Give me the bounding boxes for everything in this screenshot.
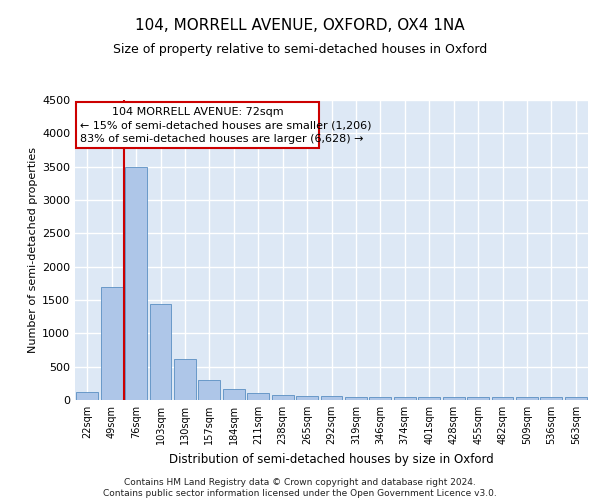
Bar — [101, 286, 122, 400]
Bar — [296, 396, 318, 400]
Bar — [149, 304, 172, 400]
Text: Contains HM Land Registry data © Crown copyright and database right 2024.
Contai: Contains HM Land Registry data © Crown c… — [103, 478, 497, 498]
Bar — [272, 396, 293, 400]
Bar — [223, 389, 245, 400]
Text: 83% of semi-detached houses are larger (6,628) →: 83% of semi-detached houses are larger (… — [80, 134, 364, 144]
Y-axis label: Number of semi-detached properties: Number of semi-detached properties — [28, 147, 38, 353]
Text: ← 15% of semi-detached houses are smaller (1,206): ← 15% of semi-detached houses are smalle… — [80, 120, 371, 130]
Text: 104, MORRELL AVENUE, OXFORD, OX4 1NA: 104, MORRELL AVENUE, OXFORD, OX4 1NA — [135, 18, 465, 32]
Bar — [247, 394, 269, 400]
Bar — [418, 397, 440, 400]
FancyBboxPatch shape — [76, 102, 319, 148]
Bar — [76, 392, 98, 400]
Bar — [565, 397, 587, 400]
Bar — [541, 397, 562, 400]
Bar — [443, 397, 464, 400]
Bar — [199, 380, 220, 400]
Bar — [491, 397, 514, 400]
Text: Size of property relative to semi-detached houses in Oxford: Size of property relative to semi-detach… — [113, 42, 487, 56]
Text: 104 MORRELL AVENUE: 72sqm: 104 MORRELL AVENUE: 72sqm — [112, 108, 284, 118]
Bar — [125, 166, 147, 400]
Bar — [370, 397, 391, 400]
Bar — [345, 398, 367, 400]
Bar — [320, 396, 343, 400]
Bar — [516, 397, 538, 400]
Bar — [174, 360, 196, 400]
X-axis label: Distribution of semi-detached houses by size in Oxford: Distribution of semi-detached houses by … — [169, 452, 494, 466]
Bar — [394, 397, 416, 400]
Bar — [467, 397, 489, 400]
